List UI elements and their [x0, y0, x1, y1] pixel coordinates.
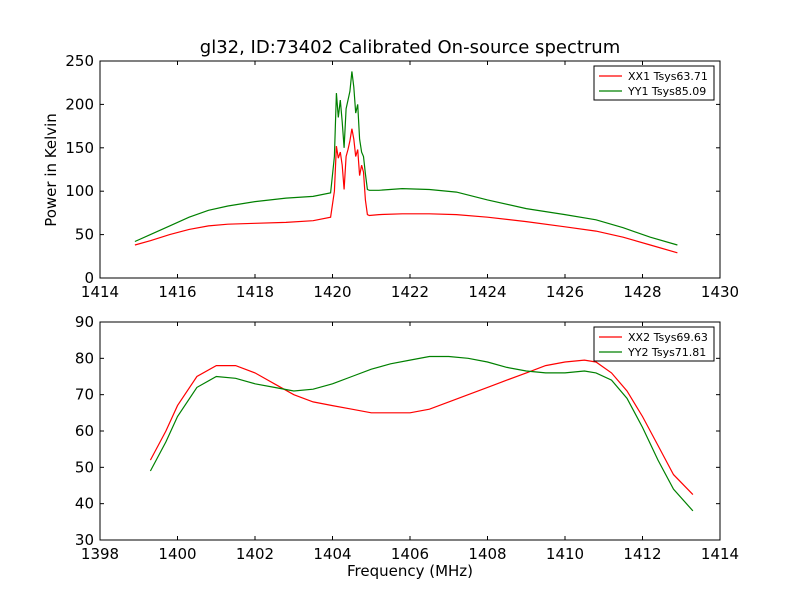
y-tick-label: 150: [65, 139, 94, 157]
y-tick-label: 50: [75, 458, 94, 476]
x-tick-label: 1414: [701, 545, 739, 563]
x-tick-label: 1422: [391, 283, 429, 301]
x-tick-label: 1428: [623, 283, 661, 301]
legend-label: XX2 Tsys69.63: [628, 331, 708, 344]
x-tick-label: 1414: [81, 283, 119, 301]
top-chart-title: gl32, ID:73402 Calibrated On-source spec…: [200, 37, 620, 58]
y-tick-label: 50: [75, 226, 94, 244]
series-line-0-1: [134, 71, 678, 246]
bottom-x-axis-label: Frequency (MHz): [347, 562, 473, 580]
x-tick-label: 1408: [468, 545, 506, 563]
legend-box: [593, 65, 715, 101]
x-tick-label: 1404: [313, 545, 351, 563]
x-tick-label: 1410: [546, 545, 584, 563]
x-tick-label: 1406: [391, 545, 429, 563]
y-tick-label: 30: [75, 531, 94, 549]
x-tick-label: 1424: [468, 283, 506, 301]
x-tick-label: 1402: [236, 545, 274, 563]
x-tick-label: 1398: [81, 545, 119, 563]
x-tick-label: 1420: [313, 283, 351, 301]
y-tick-label: 60: [75, 422, 94, 440]
series-line-1-0: [149, 359, 694, 496]
y-tick-label: 250: [65, 52, 94, 70]
bottom-plot: 1398 1400 1402 1404 1406 1408 1410 1412 1414 30 40…: [75, 313, 739, 563]
x-tick-label: 1412: [623, 545, 661, 563]
top-plot: 1414 1416 1418 1420 1422 1424 1426 1428 1430 0 50 1…: [65, 52, 739, 301]
legend-box: [593, 326, 715, 362]
series-line-1-1: [149, 355, 694, 512]
x-tick-label: 1416: [158, 283, 196, 301]
y-tick-label: 100: [65, 182, 94, 200]
legend-label: XX1 Tsys63.71: [628, 70, 708, 83]
x-tick-label: 1418: [236, 283, 274, 301]
y-tick-label: 90: [75, 313, 94, 331]
y-tick-label: 70: [75, 386, 94, 404]
y-tick-label: 40: [75, 495, 94, 513]
top-y-axis-label: Power in Kelvin: [42, 113, 60, 227]
y-tick-label: 0: [84, 269, 94, 287]
x-tick-label: 1430: [701, 283, 739, 301]
legend-label: YY1 Tsys85.09: [627, 85, 706, 98]
x-tick-label: 1426: [546, 283, 584, 301]
legend-label: YY2 Tsys71.81: [627, 346, 706, 359]
x-tick-label: 1400: [158, 545, 196, 563]
y-tick-label: 80: [75, 349, 94, 367]
series-line-0-0: [134, 128, 678, 254]
y-tick-label: 200: [65, 95, 94, 113]
